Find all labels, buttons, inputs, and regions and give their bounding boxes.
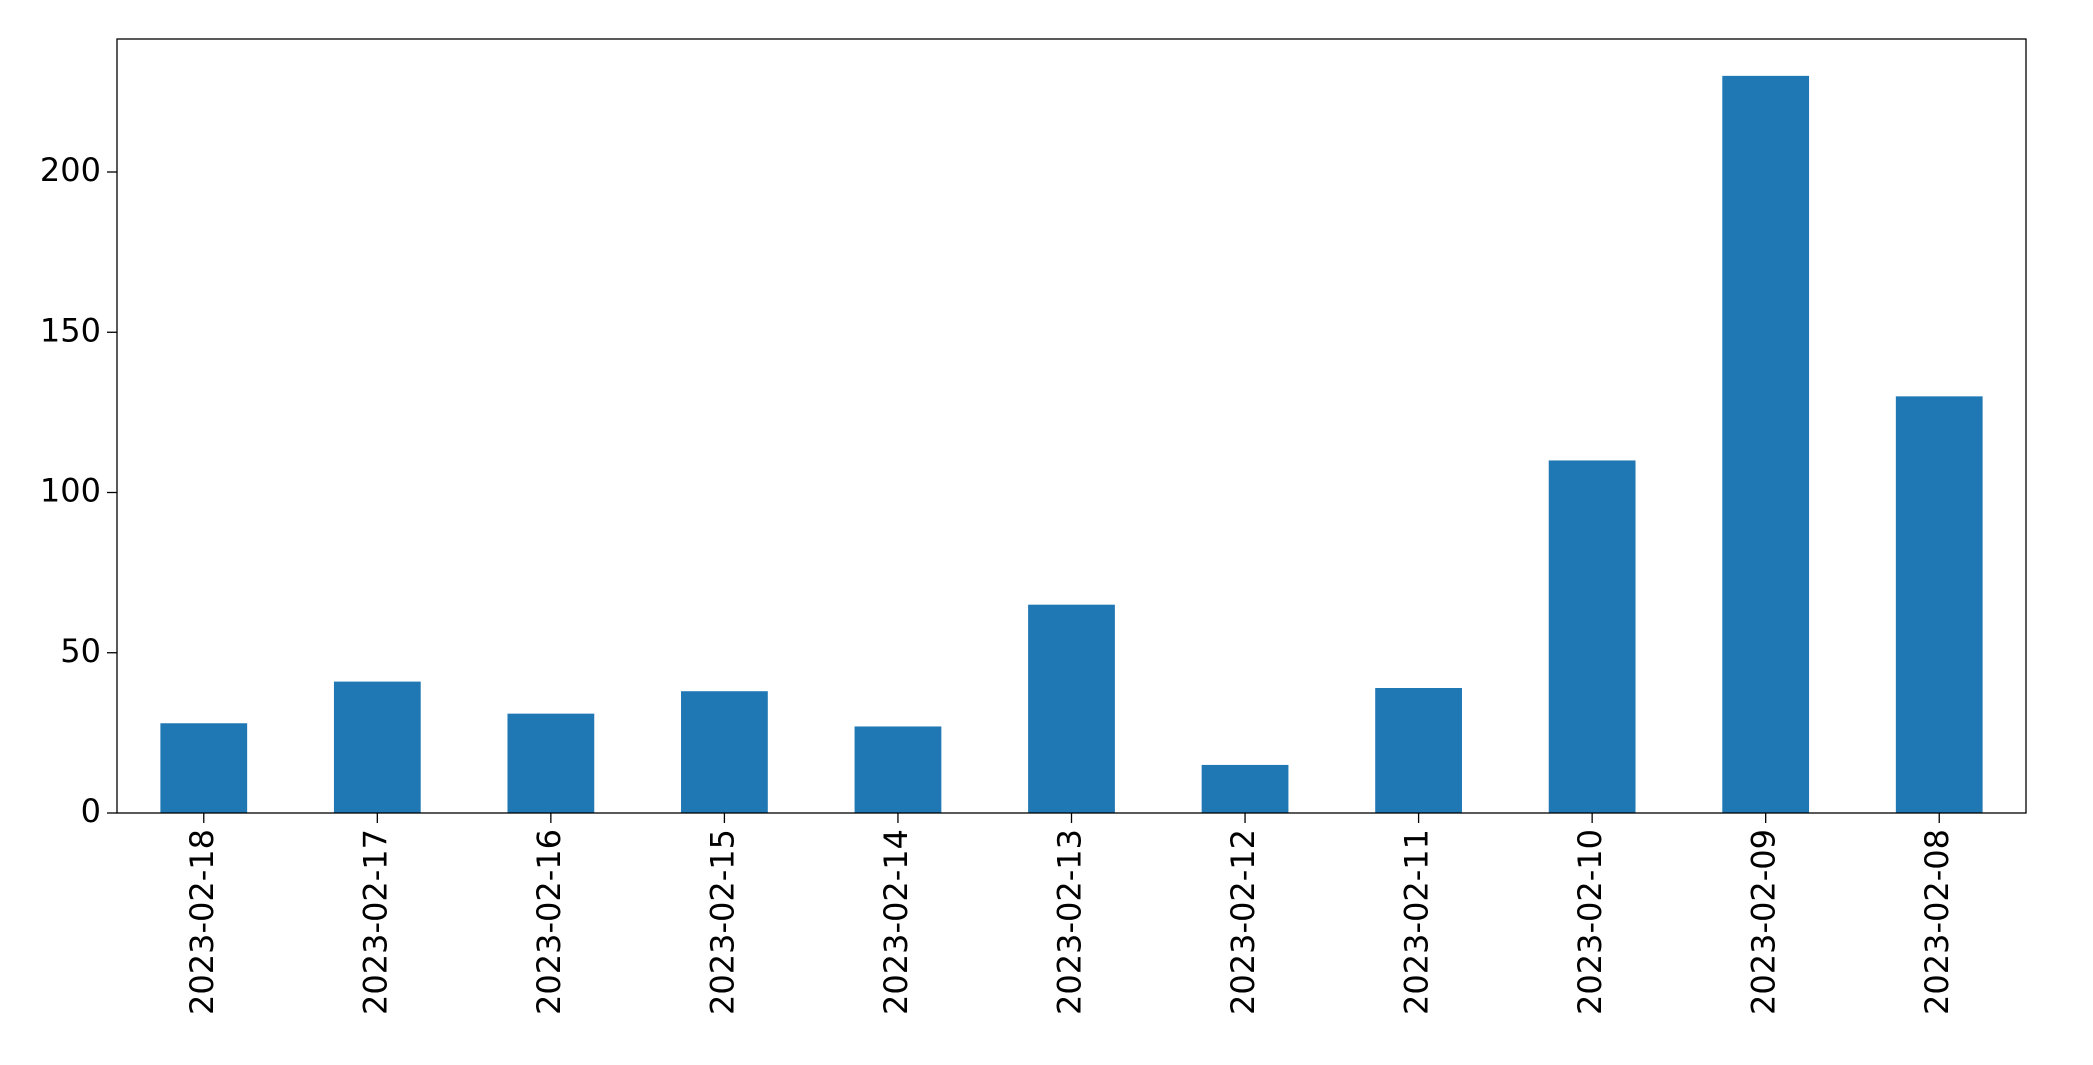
x-tick-label: 2023-02-18 — [183, 829, 221, 1015]
y-tick-label: 150 — [40, 311, 101, 349]
x-tick-label: 2023-02-08 — [1918, 829, 1956, 1015]
bar — [1375, 688, 1462, 813]
x-tick-label: 2023-02-14 — [877, 829, 915, 1015]
x-tick-label: 2023-02-16 — [530, 829, 568, 1015]
x-tick-label: 2023-02-11 — [1398, 829, 1436, 1015]
bar — [333, 681, 421, 813]
x-tick-label: 2023-02-09 — [1745, 829, 1783, 1015]
bar — [1028, 604, 1115, 813]
bar — [681, 691, 768, 813]
y-tick-label: 0 — [81, 792, 101, 830]
y-tick-label: 50 — [60, 632, 101, 670]
bar — [1548, 460, 1636, 813]
x-tick-label: 2023-02-15 — [703, 829, 741, 1015]
x-tick-label: 2023-02-10 — [1571, 829, 1609, 1015]
bar — [1201, 764, 1289, 813]
bar — [160, 723, 248, 813]
x-tick-label: 2023-02-17 — [356, 829, 394, 1015]
bar — [854, 726, 942, 813]
y-tick-label: 200 — [40, 151, 101, 189]
bar — [507, 713, 595, 813]
y-tick-label: 100 — [40, 472, 101, 510]
x-tick-label: 2023-02-12 — [1224, 829, 1262, 1015]
bar — [1895, 396, 1983, 813]
plot-frame — [116, 38, 2027, 814]
bar — [1722, 75, 1810, 814]
x-tick-label: 2023-02-13 — [1051, 829, 1089, 1015]
